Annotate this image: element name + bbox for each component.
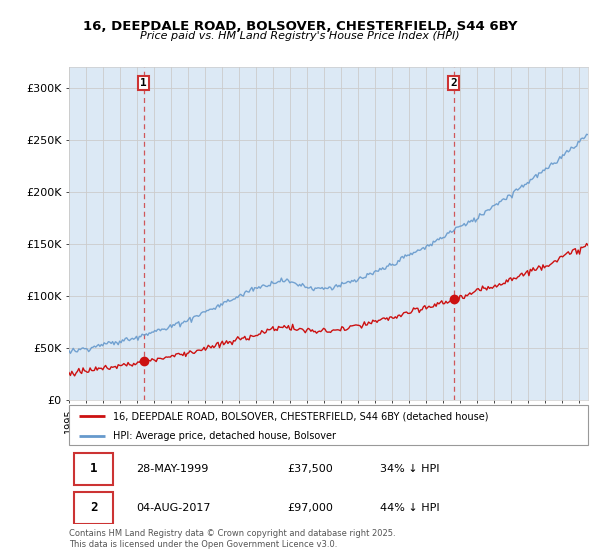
- Text: 04-AUG-2017: 04-AUG-2017: [136, 502, 211, 512]
- Text: 2: 2: [450, 78, 457, 88]
- Text: Price paid vs. HM Land Registry's House Price Index (HPI): Price paid vs. HM Land Registry's House …: [140, 31, 460, 41]
- Text: 16, DEEPDALE ROAD, BOLSOVER, CHESTERFIELD, S44 6BY: 16, DEEPDALE ROAD, BOLSOVER, CHESTERFIEL…: [83, 20, 517, 32]
- Text: 44% ↓ HPI: 44% ↓ HPI: [380, 502, 440, 512]
- Text: £37,500: £37,500: [287, 464, 333, 474]
- Text: 1: 1: [90, 463, 97, 475]
- Text: 28-MAY-1999: 28-MAY-1999: [136, 464, 209, 474]
- Text: HPI: Average price, detached house, Bolsover: HPI: Average price, detached house, Bols…: [113, 431, 336, 441]
- FancyBboxPatch shape: [74, 492, 113, 524]
- Text: 1: 1: [140, 78, 147, 88]
- FancyBboxPatch shape: [74, 453, 113, 485]
- Text: 2: 2: [90, 501, 97, 514]
- Text: £97,000: £97,000: [287, 502, 333, 512]
- Text: 34% ↓ HPI: 34% ↓ HPI: [380, 464, 440, 474]
- Text: 16, DEEPDALE ROAD, BOLSOVER, CHESTERFIELD, S44 6BY (detached house): 16, DEEPDALE ROAD, BOLSOVER, CHESTERFIEL…: [113, 411, 488, 421]
- Text: Contains HM Land Registry data © Crown copyright and database right 2025.
This d: Contains HM Land Registry data © Crown c…: [69, 529, 395, 549]
- FancyBboxPatch shape: [69, 405, 588, 445]
